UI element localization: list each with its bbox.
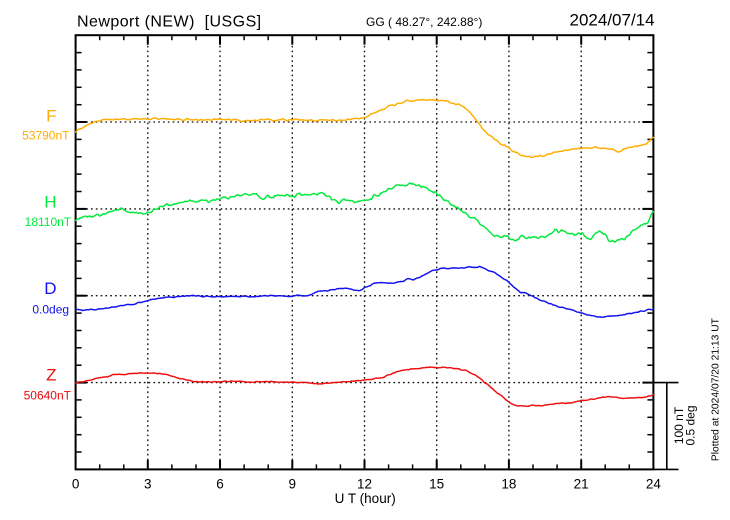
svg-text:24: 24 bbox=[646, 477, 662, 492]
svg-text:H: H bbox=[44, 193, 56, 212]
svg-text:6: 6 bbox=[216, 477, 224, 492]
svg-text:12: 12 bbox=[357, 477, 372, 492]
svg-text:3: 3 bbox=[144, 477, 152, 492]
svg-text:2024/07/14: 2024/07/14 bbox=[570, 11, 655, 30]
svg-text:Plotted at 2024/07/20 21:13 UT: Plotted at 2024/07/20 21:13 UT bbox=[710, 317, 721, 461]
svg-text:F: F bbox=[46, 106, 56, 125]
svg-text:GG ( 48.27°, 242.88°): GG ( 48.27°, 242.88°) bbox=[366, 15, 482, 29]
svg-text:0: 0 bbox=[72, 477, 80, 492]
svg-text:100 nT: 100 nT bbox=[672, 406, 686, 444]
svg-text:21: 21 bbox=[574, 477, 589, 492]
svg-text:0.0deg: 0.0deg bbox=[32, 302, 69, 316]
svg-text:18110nT: 18110nT bbox=[25, 215, 72, 229]
svg-text:Newport (NEW) [USGS]: Newport (NEW) [USGS] bbox=[77, 14, 262, 31]
svg-text:18: 18 bbox=[501, 477, 516, 492]
svg-text:U T (hour): U T (hour) bbox=[335, 491, 396, 506]
svg-text:53790nT: 53790nT bbox=[22, 128, 70, 142]
svg-text:D: D bbox=[44, 279, 56, 298]
svg-text:9: 9 bbox=[289, 477, 297, 492]
svg-text:50640nT: 50640nT bbox=[24, 389, 72, 403]
svg-text:0.5 deg: 0.5 deg bbox=[684, 405, 698, 445]
svg-text:Z: Z bbox=[46, 366, 56, 385]
svg-text:15: 15 bbox=[429, 477, 444, 492]
